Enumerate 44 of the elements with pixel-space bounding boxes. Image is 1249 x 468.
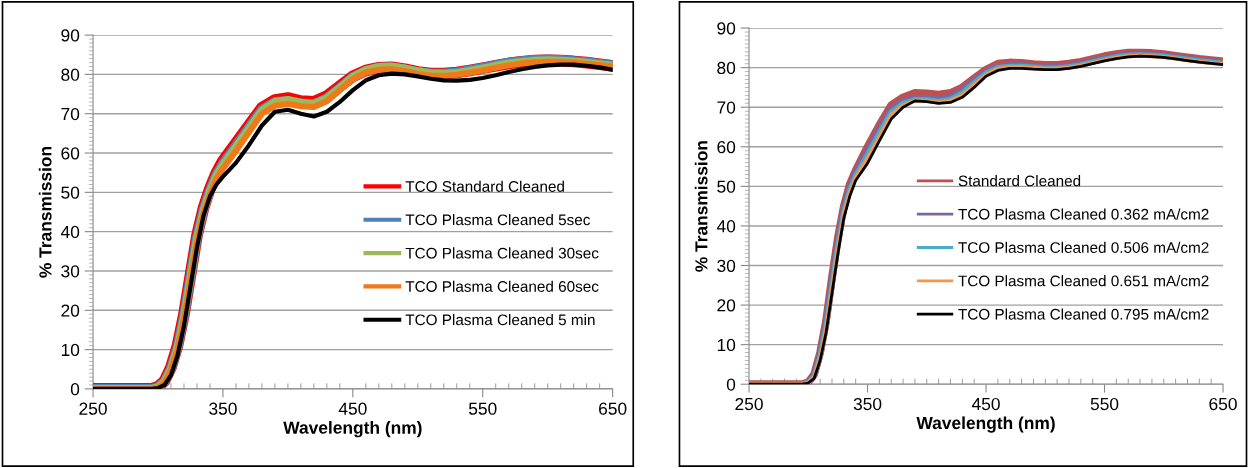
x-tick-label: 550 bbox=[468, 402, 497, 415]
y-tick-label: 20 bbox=[61, 304, 80, 317]
x-tick-label: 250 bbox=[735, 397, 763, 411]
legend-label: TCO Plasma Cleaned 60sec bbox=[405, 280, 599, 292]
y-tick-label: 40 bbox=[716, 220, 736, 233]
y-tick-label: 30 bbox=[61, 265, 80, 278]
x-tick-label: 550 bbox=[1090, 397, 1119, 411]
x-tick-label: 650 bbox=[1209, 397, 1237, 411]
legend-label: TCO Plasma Cleaned 5sec bbox=[405, 214, 590, 226]
y-tick-label: 10 bbox=[717, 338, 736, 352]
x-tick-label: 250 bbox=[79, 402, 107, 415]
legend-label: TCO Plasma Cleaned 0.651 mA/cm2 bbox=[958, 275, 1209, 287]
y-tick-label: 80 bbox=[717, 61, 736, 75]
x-tick-label: 350 bbox=[853, 397, 882, 411]
y-tick-label: 80 bbox=[61, 68, 80, 81]
legend-label: TCO Plasma Cleaned 0.506 mA/cm2 bbox=[958, 241, 1209, 253]
y-tick-label: 20 bbox=[717, 299, 736, 312]
y-tick-label: 50 bbox=[717, 180, 736, 193]
y-axis-title: % Transmission bbox=[694, 141, 708, 272]
legend-label: TCO Standard Cleaned bbox=[405, 180, 564, 192]
y-tick-label: 60 bbox=[717, 140, 736, 154]
x-axis-title: Wavelength (nm) bbox=[283, 421, 422, 438]
x-tick-label: 650 bbox=[599, 402, 627, 415]
legend-label: Standard Cleaned bbox=[958, 175, 1081, 187]
legend-label: TCO Plasma Cleaned 0.362 mA/cm2 bbox=[958, 208, 1209, 220]
y-tick-label: 10 bbox=[61, 343, 80, 357]
legend-label: TCO Plasma Cleaned 0.795 mA/cm2 bbox=[958, 308, 1209, 320]
legend-label: TCO Plasma Cleaned 30sec bbox=[405, 247, 599, 259]
y-tick-label: 30 bbox=[717, 259, 736, 272]
legend-label: TCO Plasma Cleaned 5 min bbox=[405, 314, 595, 326]
x-tick-label: 450 bbox=[971, 397, 1000, 411]
y-tick-label: 50 bbox=[61, 186, 80, 199]
y-tick-label: 0 bbox=[726, 378, 736, 391]
x-tick-label: 350 bbox=[209, 402, 237, 415]
y-tick-label: 60 bbox=[61, 147, 80, 160]
y-tick-label: 70 bbox=[61, 107, 80, 121]
x-axis-title: Wavelength (nm) bbox=[916, 416, 1055, 433]
y-tick-label: 70 bbox=[717, 101, 736, 114]
y-tick-label: 90 bbox=[61, 29, 80, 42]
x-tick-label: 450 bbox=[338, 402, 367, 415]
y-tick-label: 90 bbox=[717, 22, 736, 35]
y-axis-title: % Transmission bbox=[38, 146, 52, 278]
y-tick-label: 40 bbox=[60, 225, 80, 239]
y-tick-label: 0 bbox=[70, 383, 80, 396]
